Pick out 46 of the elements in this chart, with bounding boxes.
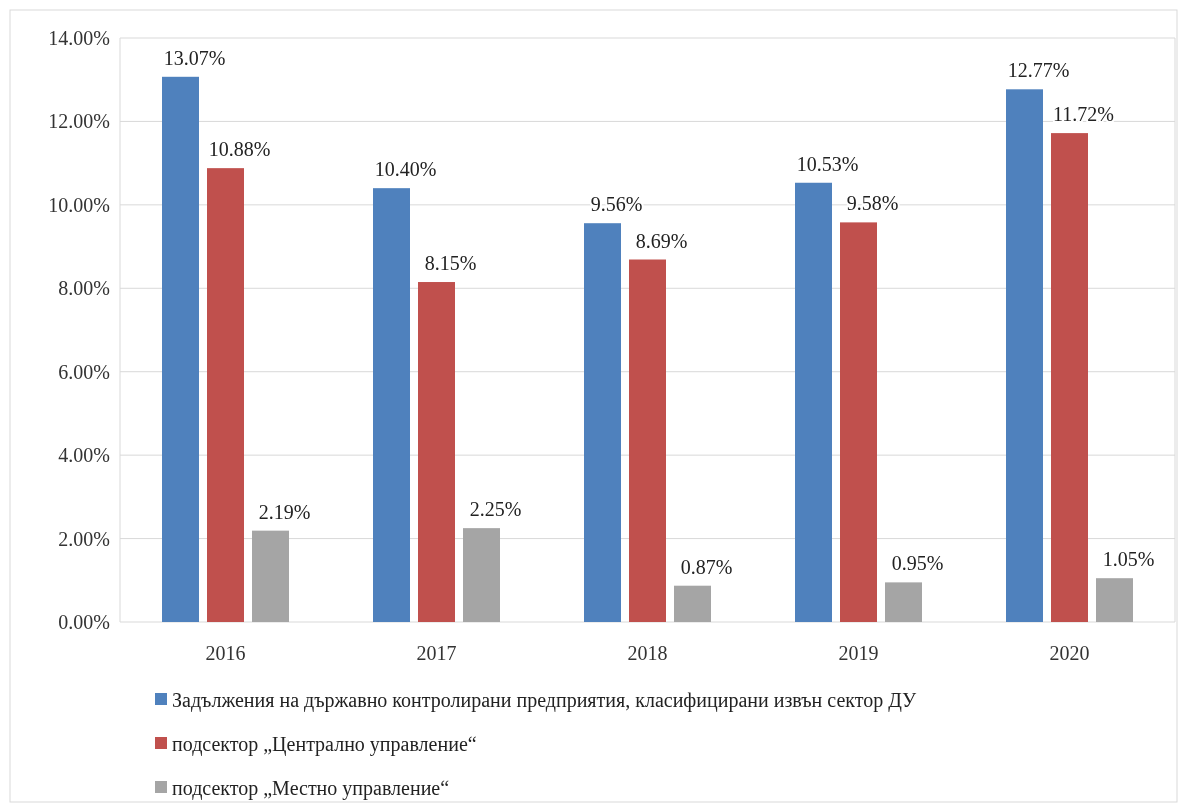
data-label: 13.07% bbox=[163, 46, 226, 69]
y-tick-label: 12.00% bbox=[48, 110, 110, 133]
y-tick-label: 10.00% bbox=[48, 193, 110, 216]
bar bbox=[1006, 89, 1043, 622]
bar bbox=[885, 582, 922, 622]
data-label: 10.53% bbox=[796, 152, 859, 175]
legend-label: подсектор „Местно управление“ bbox=[172, 777, 450, 800]
bar bbox=[840, 222, 877, 622]
y-tick-label: 14.00% bbox=[48, 27, 110, 49]
y-tick-label: 2.00% bbox=[58, 527, 110, 550]
x-tick-label: 2018 bbox=[627, 642, 668, 664]
data-label: 8.69% bbox=[635, 229, 688, 252]
legend-label: подсектор „Централно управление“ bbox=[172, 733, 477, 756]
bar bbox=[207, 168, 244, 622]
data-label: 9.56% bbox=[590, 193, 643, 216]
data-label: 2.25% bbox=[469, 498, 522, 521]
bar bbox=[795, 182, 832, 622]
data-label: 0.95% bbox=[891, 552, 944, 575]
data-label: 10.40% bbox=[374, 158, 437, 181]
bar bbox=[373, 188, 410, 622]
data-label: 9.58% bbox=[846, 192, 899, 215]
data-label: 8.15% bbox=[424, 252, 477, 275]
bar bbox=[162, 76, 199, 622]
bar bbox=[629, 259, 666, 622]
y-tick-label: 0.00% bbox=[58, 611, 110, 633]
legend-label: Задължения на държавно контролирани предприятия, класифицирани извън сектор ДУ bbox=[172, 689, 918, 712]
x-tick-label: 2019 bbox=[838, 642, 879, 664]
y-tick-label: 4.00% bbox=[58, 444, 110, 467]
x-tick-label: 2017 bbox=[416, 642, 457, 664]
data-label: 0.87% bbox=[680, 555, 733, 578]
bar bbox=[674, 585, 711, 622]
bar bbox=[418, 282, 455, 622]
data-label: 12.77% bbox=[1007, 59, 1070, 82]
bar bbox=[1051, 133, 1088, 622]
x-tick-label: 2020 bbox=[1049, 642, 1090, 664]
data-label: 10.88% bbox=[208, 138, 271, 161]
bar bbox=[463, 528, 500, 622]
bar bbox=[584, 223, 621, 622]
bar bbox=[1096, 578, 1133, 622]
data-label: 2.19% bbox=[258, 500, 311, 523]
bar bbox=[252, 530, 289, 622]
y-tick-label: 8.00% bbox=[58, 277, 110, 300]
x-tick-label: 2016 bbox=[205, 642, 246, 664]
y-tick-label: 6.00% bbox=[58, 360, 110, 383]
data-label: 1.05% bbox=[1102, 548, 1155, 571]
data-label: 11.72% bbox=[1053, 103, 1114, 126]
